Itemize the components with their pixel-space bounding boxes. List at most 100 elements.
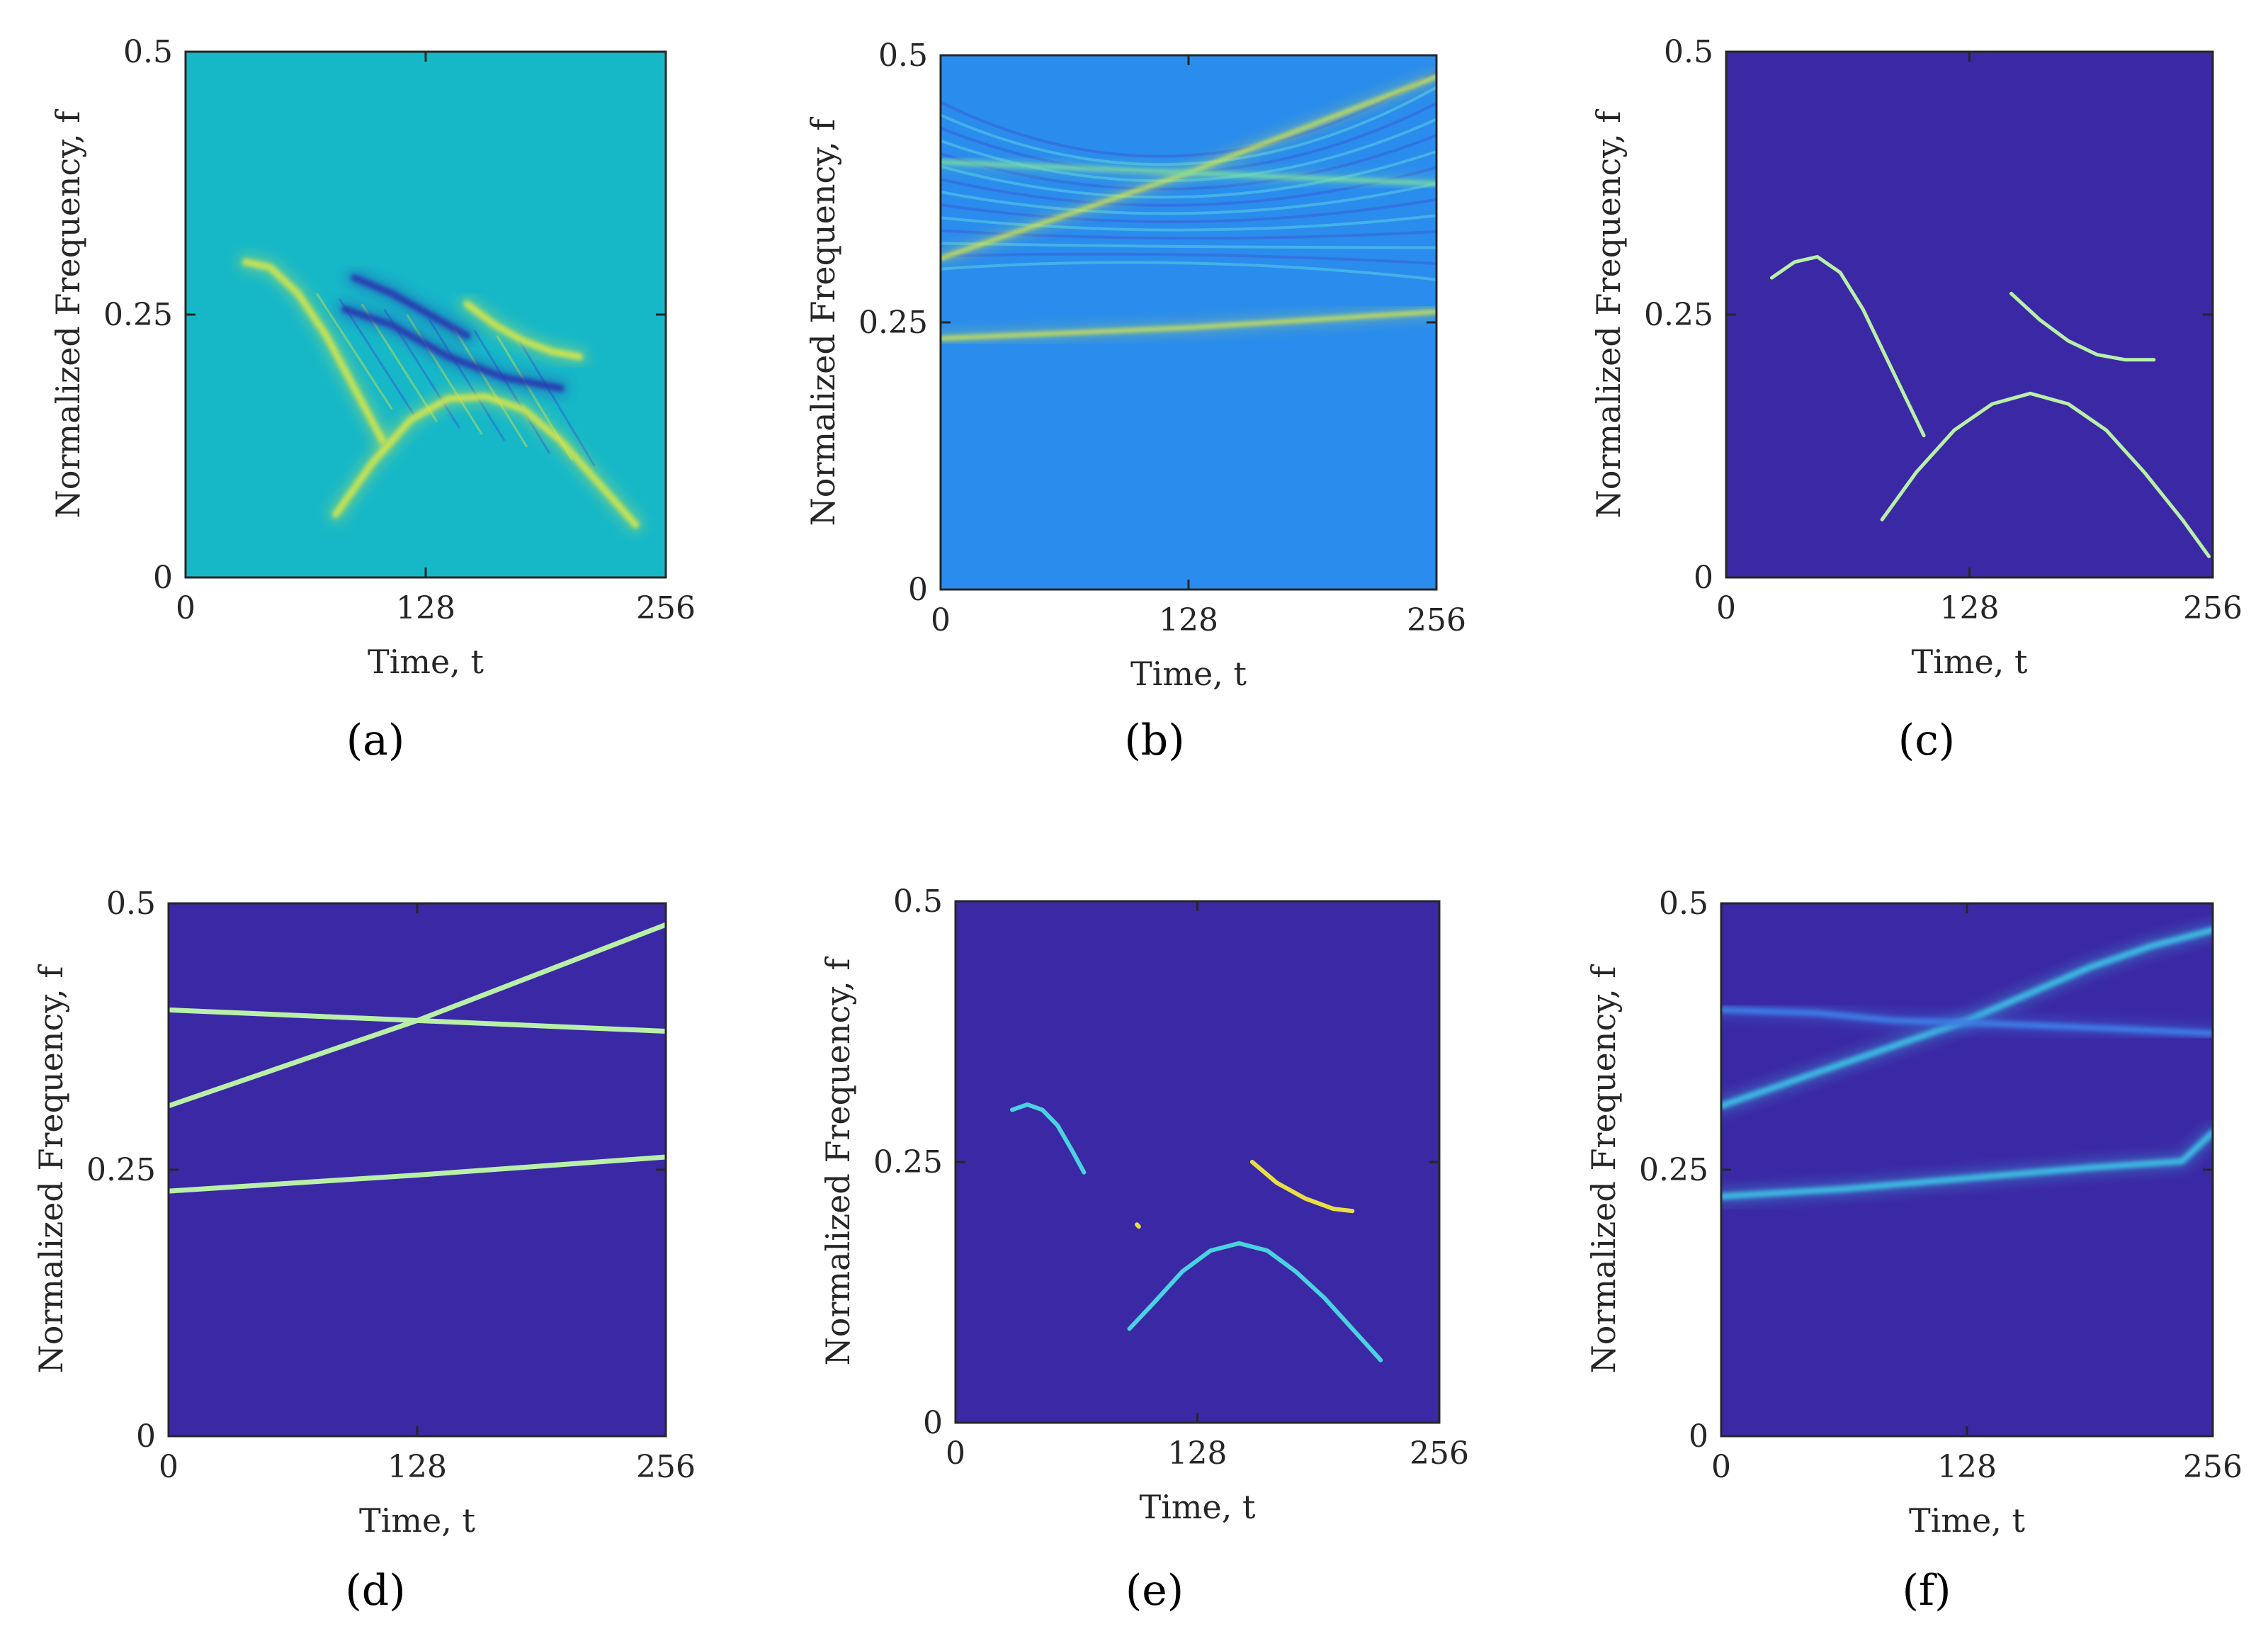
interference-fringe [941, 182, 1436, 215]
panel-b: 0 128 256 0 0.25 0.5 Time, t Normalized Frequen… [804, 38, 1466, 693]
x-tick-label: 256 [636, 590, 696, 626]
y-tick-label: 0.5 [878, 38, 928, 74]
interference-fringe [941, 149, 1436, 199]
interference-fringe [941, 261, 1436, 281]
x-tick-label: 128 [1159, 602, 1218, 638]
y-axis-title: Normalized Frequency, f [804, 117, 842, 526]
x-tick-label: 128 [1168, 1435, 1227, 1472]
interference-fringe [450, 324, 528, 448]
plot-area [1721, 922, 2213, 1204]
plot-area [1769, 254, 2211, 558]
y-axis-title: Normalized Frequency, f [32, 964, 70, 1374]
y-tick-label: 0 [153, 560, 173, 596]
interference-fringe [941, 214, 1436, 232]
y-axis-title: Normalized Frequency, f [1589, 109, 1628, 519]
plot-area [169, 922, 666, 1194]
y-tick-label: 0 [136, 1418, 156, 1455]
y-tick-label: 0.5 [1659, 886, 1708, 922]
interference-fringe [316, 293, 393, 410]
x-tick-label: 0 [1711, 1449, 1731, 1485]
x-tick-label: 256 [2183, 590, 2243, 626]
ridge-chirp-2 [331, 393, 640, 529]
ridge-tone-lower [169, 1154, 666, 1194]
ridge-tone-upper [941, 159, 1436, 186]
plot-background [169, 903, 666, 1436]
x-tick-label: 256 [636, 1449, 696, 1485]
y-tick-label: 0 [1689, 1418, 1708, 1455]
plot-area [237, 253, 645, 534]
y-tick-label: 0.25 [103, 297, 173, 333]
ridge-artifact [1135, 1222, 1141, 1229]
y-axis-title: Normalized Frequency, f [49, 109, 87, 519]
x-tick-label: 0 [931, 602, 951, 638]
interference-fringe [941, 134, 1436, 191]
interference-fringe [941, 252, 1436, 266]
plot-background [1726, 52, 2213, 577]
ridge-chirp-3 [2009, 291, 2156, 362]
panel-label-f: (f) [1902, 1566, 1951, 1615]
panel-d: 0 128 256 0 0.25 0.5 Time, t Normalized Frequen… [32, 886, 696, 1540]
y-tick-label: 0.5 [893, 884, 943, 920]
y-tick-label: 0.5 [106, 886, 156, 922]
interference-fringe [941, 242, 1436, 249]
interference-fringe [941, 86, 1436, 167]
panel-f: 0 128 256 0 0.25 0.5 Time, t Normalized Frequen… [1584, 886, 2243, 1540]
ridge-chirp-1 [1010, 1102, 1087, 1175]
panel-c: 0 128 256 0 0.25 0.5 Time, t Normalized Frequen… [1589, 34, 2243, 681]
ridge-chirp-3 [1249, 1160, 1355, 1214]
interference-fringe [473, 329, 551, 454]
y-tick-label: 0.25 [858, 305, 928, 341]
plot-area [1010, 1102, 1383, 1362]
x-tick-label: 256 [1410, 1435, 1469, 1472]
y-tick-label: 0.25 [1644, 297, 1713, 333]
x-axis-title: Time, t [1140, 1488, 1256, 1526]
y-tick-label: 0.25 [873, 1144, 943, 1180]
ridge-chirp-2 [1127, 1241, 1383, 1362]
panel-label-b: (b) [1124, 716, 1184, 765]
y-tick-label: 0.25 [1639, 1152, 1708, 1188]
x-tick-label: 256 [1407, 602, 1466, 638]
x-tick-label: 0 [1716, 590, 1736, 626]
ridge-chirp-3 [463, 300, 584, 361]
panel-e: 0 128 256 0 0.25 0.5 Time, t Normalized Frequen… [819, 884, 1469, 1526]
ridge-tone-lower [1721, 1129, 2213, 1200]
plot-area [941, 69, 1436, 344]
y-tick-label: 0 [908, 572, 928, 608]
y-tick-label: 0.5 [1664, 34, 1713, 70]
x-axis-title: Time, t [368, 643, 484, 681]
ridge-tone-upper [1721, 1006, 2213, 1037]
ridge-cross-term-2 [351, 274, 471, 339]
ridge-tone-upper [169, 1007, 666, 1034]
x-tick-label: 256 [2183, 1449, 2243, 1485]
panel-label-c: (c) [1898, 716, 1955, 765]
y-tick-label: 0.5 [123, 34, 173, 70]
y-tick-label: 0 [923, 1405, 943, 1441]
panel-label-d: (d) [345, 1566, 405, 1615]
panel-a: 0 128 256 0 0.25 0.5 Time, t Normalized Frequen… [49, 34, 696, 681]
x-axis-title: Time, t [1130, 655, 1247, 693]
x-tick-label: 0 [159, 1449, 178, 1485]
x-axis-title: Time, t [1909, 1501, 2025, 1540]
x-tick-label: 128 [1937, 1449, 1997, 1485]
panel-label-e: (e) [1126, 1566, 1184, 1615]
ridge-cross-term-1 [341, 305, 565, 392]
ridge-chirp-2 [1880, 391, 2211, 558]
x-tick-label: 0 [176, 590, 195, 626]
y-tick-label: 0.25 [86, 1152, 156, 1188]
interference-fringe [429, 319, 506, 441]
interference-fringe [941, 198, 1436, 223]
x-axis-title: Time, t [1912, 643, 2028, 681]
x-tick-label: 128 [387, 1449, 447, 1485]
y-axis-title: Normalized Frequency, f [1584, 964, 1623, 1374]
ridge-chirp-1 [242, 258, 387, 445]
panel-label-a: (a) [346, 716, 405, 765]
ridge-tone-lower [941, 309, 1436, 341]
interference-fringe [518, 340, 596, 467]
y-axis-title: Normalized Frequency, f [819, 956, 857, 1366]
ridge-chirp-1 [1769, 254, 1926, 438]
x-axis-title: Time, t [359, 1501, 475, 1540]
x-tick-label: 128 [1940, 590, 2000, 626]
x-tick-label: 0 [946, 1435, 965, 1472]
y-tick-label: 0 [1694, 560, 1713, 596]
